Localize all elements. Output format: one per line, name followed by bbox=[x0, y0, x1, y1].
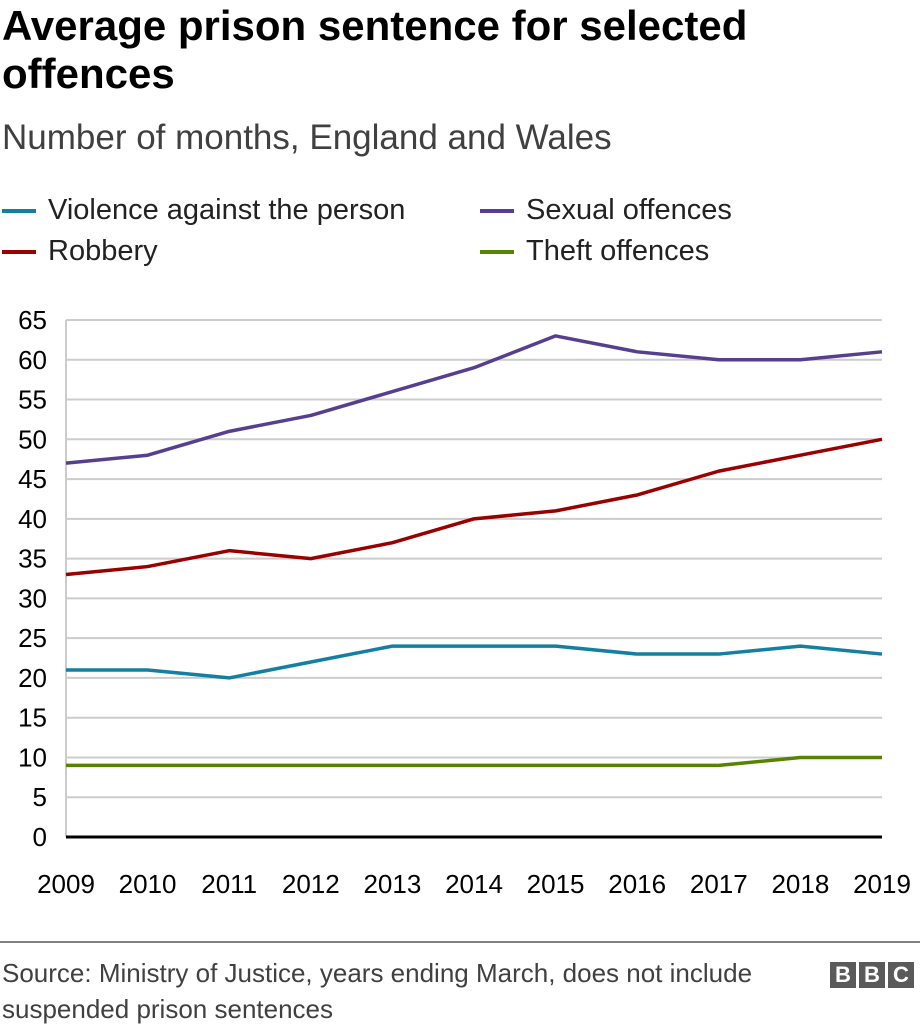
series-line-theft-offences bbox=[66, 755, 882, 768]
y-tick-label: 20 bbox=[18, 663, 47, 693]
x-tick-label: 2018 bbox=[771, 869, 829, 899]
x-tick-label: 2011 bbox=[201, 869, 257, 899]
series-line-sexual-offences bbox=[65, 334, 883, 465]
legend-swatch-violence bbox=[2, 208, 36, 213]
chart-subtitle: Number of months, England and Wales bbox=[2, 118, 612, 157]
x-tick-label: 2009 bbox=[37, 869, 95, 899]
y-tick-label: 60 bbox=[18, 345, 47, 375]
series-line-violence-against-the-person bbox=[66, 644, 883, 680]
bbc-logo-letter: B bbox=[859, 962, 885, 988]
legend-item-theft: Theft offences bbox=[480, 235, 709, 268]
y-tick-label: 40 bbox=[18, 504, 47, 534]
legend-item-violence: Violence against the person bbox=[2, 194, 405, 227]
y-tick-label: 45 bbox=[18, 464, 47, 494]
bbc-logo-letter: B bbox=[830, 962, 856, 988]
legend-item-sexual: Sexual offences bbox=[480, 194, 732, 227]
y-tick-label: 55 bbox=[18, 385, 47, 415]
y-tick-label: 25 bbox=[18, 623, 47, 653]
y-tick-label: 10 bbox=[18, 742, 47, 772]
y-tick-label: 5 bbox=[33, 782, 47, 812]
y-tick-label: 50 bbox=[18, 424, 47, 454]
legend-label: Theft offences bbox=[526, 235, 710, 267]
footer-divider bbox=[0, 941, 920, 943]
x-tick-label: 2012 bbox=[282, 869, 340, 899]
x-tick-label: 2014 bbox=[445, 869, 503, 899]
line-chart: 0 5 10 15 20 25 30 35 40 45 50 55 60 65 2009 2010 2011 20… bbox=[18, 305, 911, 899]
chart-title: Average prison sentence for selected off… bbox=[2, 2, 748, 97]
x-tick-label: 2019 bbox=[853, 869, 911, 899]
x-tick-label: 2015 bbox=[527, 869, 585, 899]
series-line-robbery bbox=[65, 437, 883, 577]
legend-label: Sexual offences bbox=[526, 194, 732, 226]
legend-swatch-theft bbox=[480, 249, 514, 254]
x-tick-label: 2017 bbox=[690, 869, 748, 899]
x-tick-label: 2013 bbox=[363, 869, 421, 899]
y-tick-label: 30 bbox=[18, 583, 47, 613]
y-tick-label: 0 bbox=[33, 822, 47, 852]
legend-swatch-sexual bbox=[480, 208, 514, 213]
legend-item-robbery: Robbery bbox=[2, 235, 158, 268]
legend-label: Robbery bbox=[48, 235, 158, 267]
legend-swatch-robbery bbox=[2, 249, 36, 254]
y-tick-label: 35 bbox=[18, 544, 47, 574]
bbc-logo-letter: C bbox=[888, 962, 914, 988]
bbc-logo: B B C bbox=[830, 962, 914, 988]
y-tick-label: 15 bbox=[18, 703, 47, 733]
x-tick-label: 2010 bbox=[119, 869, 177, 899]
source-note: Source: Ministry of Justice, years endin… bbox=[2, 958, 753, 1024]
legend-label: Violence against the person bbox=[48, 194, 406, 226]
y-tick-label: 65 bbox=[18, 305, 47, 335]
x-tick-label: 2016 bbox=[608, 869, 666, 899]
